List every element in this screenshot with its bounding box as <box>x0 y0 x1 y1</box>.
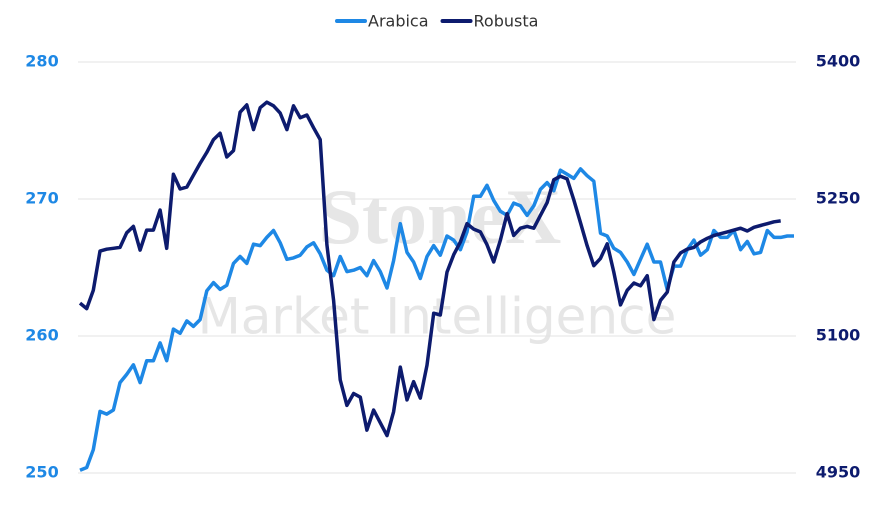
line-series <box>79 167 794 472</box>
y-tick-label: 250 <box>25 463 58 482</box>
y2-tick-label: 5400 <box>816 52 861 71</box>
legend-label: Arabica <box>368 12 429 31</box>
y-tick-label: 270 <box>25 189 58 208</box>
y2-tick-label: 5100 <box>816 326 861 345</box>
line-series <box>78 100 781 438</box>
y-tick-label: 260 <box>25 326 58 345</box>
watermark: StoneX <box>319 173 562 260</box>
y2-tick-label: 5250 <box>816 189 861 208</box>
legend-label: Robusta <box>474 12 539 31</box>
y2-tick-label: 4950 <box>816 463 861 482</box>
y-tick-label: 280 <box>25 52 58 71</box>
watermark: Market Intelligence <box>198 288 677 346</box>
